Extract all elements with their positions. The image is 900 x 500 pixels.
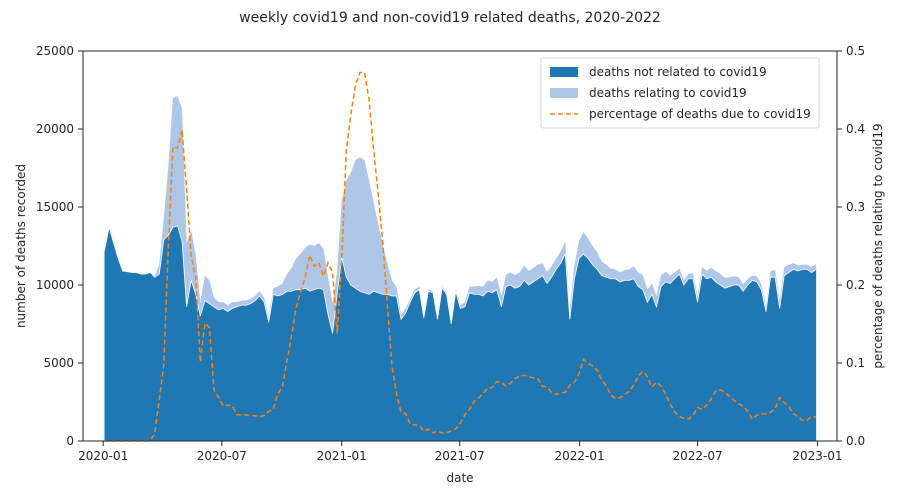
plot-areas (104, 96, 817, 441)
y-right-tick-label: 0.2 (846, 278, 865, 292)
area-non-covid (104, 225, 817, 441)
y-left-tick-label: 20000 (36, 122, 74, 136)
legend-label-non-covid: deaths not related to covid19 (589, 65, 767, 79)
y-left-tick-label: 25000 (36, 44, 74, 58)
y-right-tick-label: 0.5 (846, 44, 865, 58)
y-axis-left-label: number of deaths recorded (14, 164, 28, 328)
x-tick-label: 2022-01 (555, 449, 605, 463)
x-tick-label: 2021-07 (435, 449, 485, 463)
y-axis-left: 0 5000 10000 15000 20000 25000 (36, 44, 83, 448)
x-axis: 2020-01 2020-07 2021-01 2021-07 2022-01 2022-… (78, 441, 843, 463)
y-left-tick-label: 5000 (43, 356, 74, 370)
line-percentage (104, 71, 817, 442)
y-right-tick-label: 0.3 (846, 200, 865, 214)
legend-box (540, 57, 820, 129)
area-covid (104, 96, 817, 334)
legend-label-percentage: percentage of deaths due to covid19 (589, 107, 811, 121)
x-tick-label: 2020-01 (78, 449, 128, 463)
chart-title: weekly covid19 and non-covid19 related d… (239, 10, 661, 26)
y-right-tick-label: 0.1 (846, 356, 865, 370)
x-tick-label: 2022-07 (672, 449, 722, 463)
y-right-tick-label: 0.4 (846, 122, 865, 136)
legend-swatch-covid (550, 88, 578, 98)
y-right-tick-label: 0.0 (846, 434, 865, 448)
legend-label-covid: deaths relating to covid19 (589, 86, 747, 100)
plot-lines (104, 71, 817, 442)
legend: deaths not related to covid19 deaths rel… (540, 57, 820, 129)
x-axis-label: date (446, 471, 473, 485)
y-left-tick-label: 10000 (36, 278, 74, 292)
y-left-tick-label: 0 (66, 434, 74, 448)
y-left-tick-label: 15000 (36, 200, 74, 214)
area-boundary-line (104, 225, 817, 334)
y-axis-right: 0.0 0.1 0.2 0.3 0.4 0.5 (837, 44, 865, 448)
legend-swatch-non-covid (550, 67, 578, 77)
x-tick-label: 2021-01 (317, 449, 367, 463)
x-tick-label: 2023-01 (792, 449, 842, 463)
x-tick-label: 2020-07 (197, 449, 247, 463)
y-axis-right-label: percentage of deaths relating to covid19 (871, 123, 885, 368)
